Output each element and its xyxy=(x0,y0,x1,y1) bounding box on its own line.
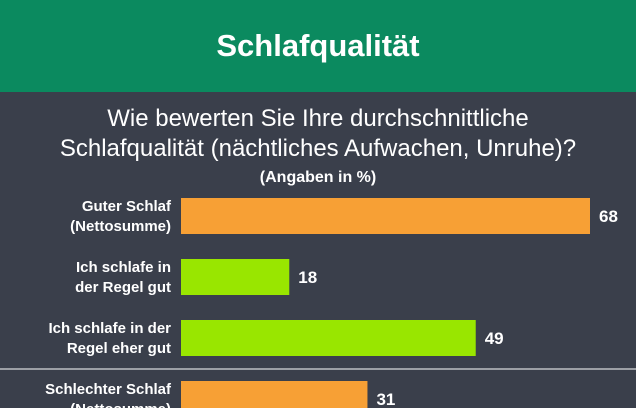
question-line-2: Schlafqualität (nächtliches Aufwachen, U… xyxy=(59,135,577,162)
category-label: Guter Schlaf xyxy=(82,198,172,215)
title-banner: Schlafqualität xyxy=(0,0,636,92)
bar-3 xyxy=(181,381,368,408)
bar-2 xyxy=(181,320,476,356)
question-line-1: Wie bewerten Sie Ihre durchschnittliche xyxy=(107,105,529,132)
category-label: (Nettosumme) xyxy=(70,218,171,235)
category-label: Regel eher gut xyxy=(67,340,171,357)
page-title: Schlafqualität xyxy=(216,28,420,63)
category-label: der Regel gut xyxy=(75,279,171,296)
category-label: Schlechter Schlaf xyxy=(45,381,172,398)
data-label: 49 xyxy=(485,329,504,348)
category-label: Ich schlafe in xyxy=(76,259,171,276)
bar-0 xyxy=(181,198,590,234)
category-label: (Nettosumme) xyxy=(70,401,171,408)
data-label: 18 xyxy=(298,268,317,287)
bar-1 xyxy=(181,259,290,295)
data-label: 68 xyxy=(599,207,618,226)
unit-note: (Angaben in %) xyxy=(259,169,377,186)
data-label: 31 xyxy=(376,390,395,408)
chart-question: Wie bewerten Sie Ihre durchschnittliche … xyxy=(0,104,636,164)
category-label: Ich schlafe in der xyxy=(48,320,171,337)
